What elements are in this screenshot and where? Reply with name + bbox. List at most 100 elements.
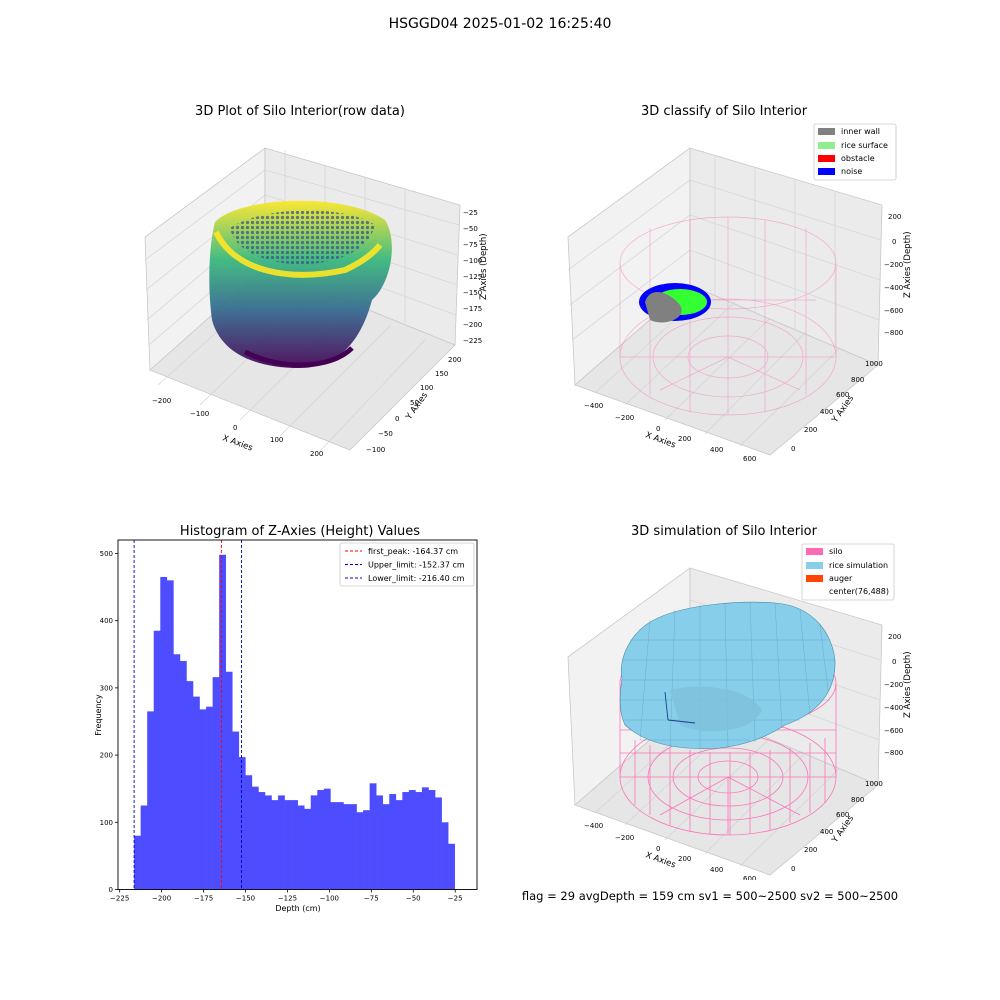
p4-ztick: −600 (884, 727, 903, 735)
histogram-bar (297, 805, 305, 890)
histogram-bar (350, 804, 357, 890)
p4-ztick: −400 (884, 704, 903, 712)
histogram-bar (258, 792, 266, 890)
classify-3d-plot: inner wall rice surface obstacle noise −… (567, 123, 913, 463)
legend-label: inner wall (841, 127, 880, 136)
histogram-bar (291, 800, 298, 890)
p1-xtick: −200 (152, 397, 171, 405)
legend-label: obstacle (841, 154, 875, 163)
p4-zlabel: Z Axies (Depth) (903, 651, 913, 718)
y-tick-label: 300 (100, 684, 113, 692)
p2-ztick: −600 (884, 307, 903, 315)
x-tick-label: −75 (364, 895, 379, 903)
p2-zlabel: Z Axies (Depth) (903, 231, 913, 298)
p1-ztick: −100 (463, 257, 482, 265)
histogram-bar (317, 790, 325, 890)
y-tick-label: 0 (109, 886, 113, 894)
x-tick-label: −25 (448, 895, 463, 903)
histogram-legend: first_peak: -164.37 cm Upper_limit: -152… (339, 542, 475, 587)
p2-ytick: 600 (836, 391, 849, 399)
p4-ztick: −200 (884, 681, 903, 689)
p1-ztick: −125 (463, 273, 482, 281)
status-footer: flag = 29 avgDepth = 159 cm sv1 = 500~25… (521, 889, 899, 903)
histogram-bar (323, 788, 331, 890)
histogram-bar (153, 630, 161, 890)
p4-xlabel: X Axies (644, 850, 677, 870)
p1-ztick: −225 (463, 337, 482, 345)
histogram-bar (134, 835, 141, 890)
histogram-bar (232, 731, 240, 890)
p4-xtick: 600 (743, 875, 756, 880)
p1-xtick: 0 (233, 424, 237, 432)
histogram-bar (376, 795, 384, 890)
p1-ytick: −100 (366, 446, 385, 454)
panel2-legend: inner wall rice surface obstacle noise (813, 123, 897, 181)
silo-wireframe (619, 636, 837, 836)
p4-ytick: 400 (820, 828, 833, 836)
histogram-bar (160, 576, 168, 890)
histogram-bar (441, 822, 449, 890)
histogram-bar (278, 795, 285, 890)
histogram-y-ticks: 0 100 200 300 400 500 (100, 550, 118, 894)
histogram-bar (199, 709, 207, 890)
p2-xtick: 400 (710, 446, 723, 454)
legend-label: rice simulation (829, 561, 888, 570)
p4-xtick: −400 (584, 822, 603, 830)
figure-title: HSGGD04 2025-01-02 16:25:40 (388, 16, 612, 32)
y-tick-label: 100 (100, 819, 113, 827)
p1-ztick: −50 (463, 225, 478, 233)
histogram-bar (304, 808, 312, 890)
x-tick-label: −100 (320, 895, 339, 903)
histogram-bar (310, 795, 318, 890)
x-tick-label: −150 (236, 895, 255, 903)
histogram-bar (206, 706, 213, 890)
legend-label: Lower_limit: -216.40 cm (368, 574, 465, 583)
histogram-bar (251, 786, 259, 890)
p4-xtick: −200 (615, 834, 634, 842)
y-tick-label: 200 (100, 752, 113, 760)
p1-ztick: −150 (463, 289, 482, 297)
y-tick-label: 400 (100, 617, 113, 625)
p2-ztick: −800 (884, 329, 903, 337)
y-tick-label: 500 (100, 550, 113, 558)
p1-xtick: 100 (270, 436, 283, 444)
panel1-title: 3D Plot of Silo Interior(row data) (195, 104, 405, 119)
histogram-bar (166, 580, 174, 890)
histogram-bar (343, 804, 351, 890)
histogram-bar (415, 792, 423, 890)
p1-ytick: 0 (395, 415, 399, 423)
rice-surface-mesh (619, 601, 836, 750)
p1-zlabel: Z Axies (Depth) (479, 233, 489, 300)
histogram-bar (448, 843, 455, 890)
p2-xtick: 200 (678, 435, 691, 443)
p4-ytick: 800 (851, 796, 864, 804)
p4-ytick: 1000 (865, 780, 883, 788)
p1-ytick: 200 (448, 356, 461, 364)
p2-xtick: −400 (584, 402, 603, 410)
histogram-bar (140, 805, 148, 890)
histogram-ylabel: Frequency (94, 694, 103, 736)
panel2-pane-grid (567, 147, 883, 456)
legend-label: silo (829, 547, 843, 556)
p2-ytick: 0 (791, 445, 795, 453)
p4-xtick: 0 (656, 845, 660, 853)
p4-ztick: −800 (884, 749, 903, 757)
histogram-bar (421, 787, 429, 890)
histogram-bar (173, 654, 181, 890)
histogram-bar (192, 696, 200, 890)
histogram-bar (284, 800, 292, 890)
p1-ztick: −200 (463, 321, 482, 329)
histogram-bar (428, 790, 436, 890)
p1-ylabel: Y Axies (404, 390, 431, 422)
p1-ytick: −50 (378, 430, 393, 438)
p4-ytick: 200 (804, 846, 817, 854)
legend-label: center(76,488) (829, 587, 889, 596)
panel2-title: 3D classify of Silo Interior (640, 104, 808, 119)
histogram-bar (225, 671, 233, 890)
p4-xtick: 200 (678, 855, 691, 863)
p2-ztick: −400 (884, 284, 903, 292)
p2-ztick: −200 (884, 261, 903, 269)
p2-ztick: 0 (892, 238, 896, 246)
raw-data-3d-plot: −200 −100 0 100 200 −100 −50 0 50 100 15… (144, 147, 489, 458)
p1-ztick: −75 (463, 241, 478, 249)
